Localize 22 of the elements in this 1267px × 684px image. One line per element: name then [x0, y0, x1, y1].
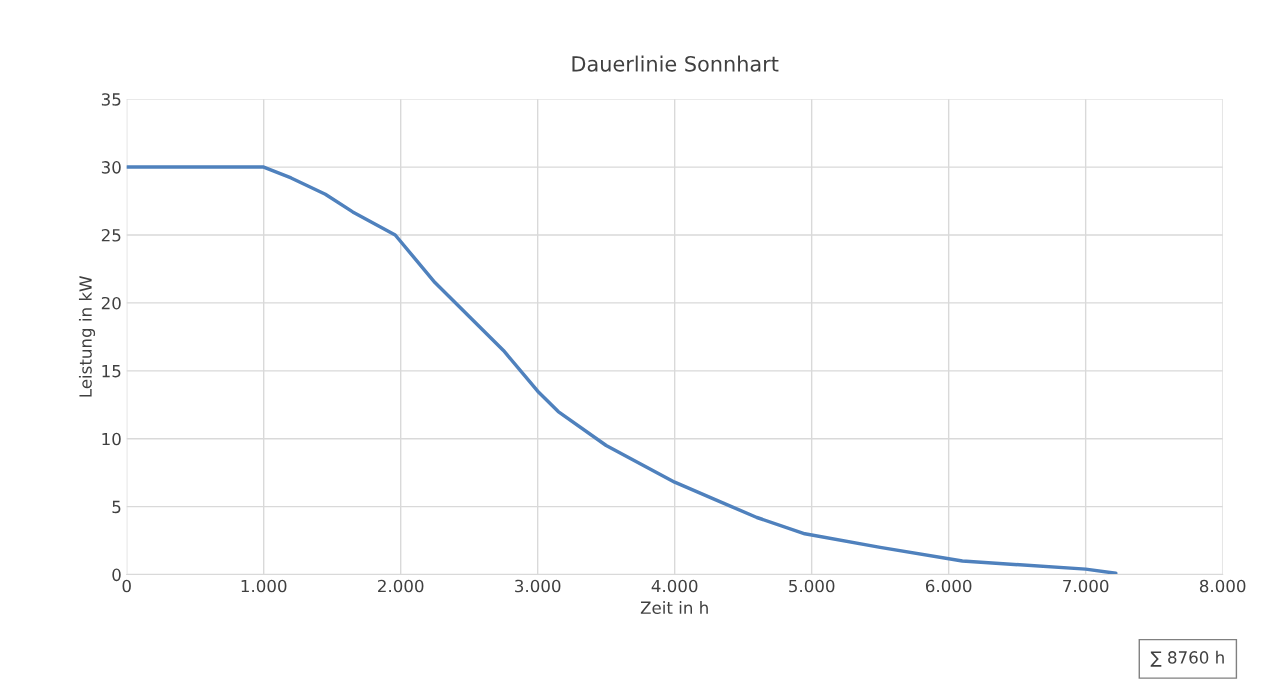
- y-tick-label: 30: [101, 161, 121, 174]
- x-tick-label: 8.000: [1199, 579, 1246, 593]
- x-tick-label: 7.000: [1063, 579, 1109, 593]
- y-tick-label: 10: [102, 432, 121, 446]
- y-tick-label: 25: [101, 228, 121, 242]
- text: ∑ 8760 h: [1150, 650, 1224, 667]
- x-tick-label: 5.000: [789, 579, 835, 593]
- x-tick-label: 3.000: [515, 579, 561, 593]
- y-tick-label: 35: [101, 93, 121, 106]
- x-tick-label: 4.000: [651, 579, 698, 593]
- y-tick-label: 15: [102, 365, 121, 378]
- chart-title: Dauerlinie Sonnhart: [572, 55, 779, 72]
- line-series: [126, 165, 1118, 575]
- x-tick-label: 0: [122, 579, 131, 593]
- y-tick-label: 20: [101, 296, 121, 310]
- x-tick-label: 1.000: [241, 579, 287, 593]
- x-tick-label: 2.000: [378, 579, 424, 593]
- x-axis-title: Zeit in h: [640, 601, 708, 615]
- y-tick-label: 5: [112, 500, 121, 514]
- y-tick-label: 0: [112, 568, 121, 582]
- y-axis-title: Leistung in kW: [78, 276, 96, 397]
- x-tick-label: 6.000: [925, 579, 972, 593]
